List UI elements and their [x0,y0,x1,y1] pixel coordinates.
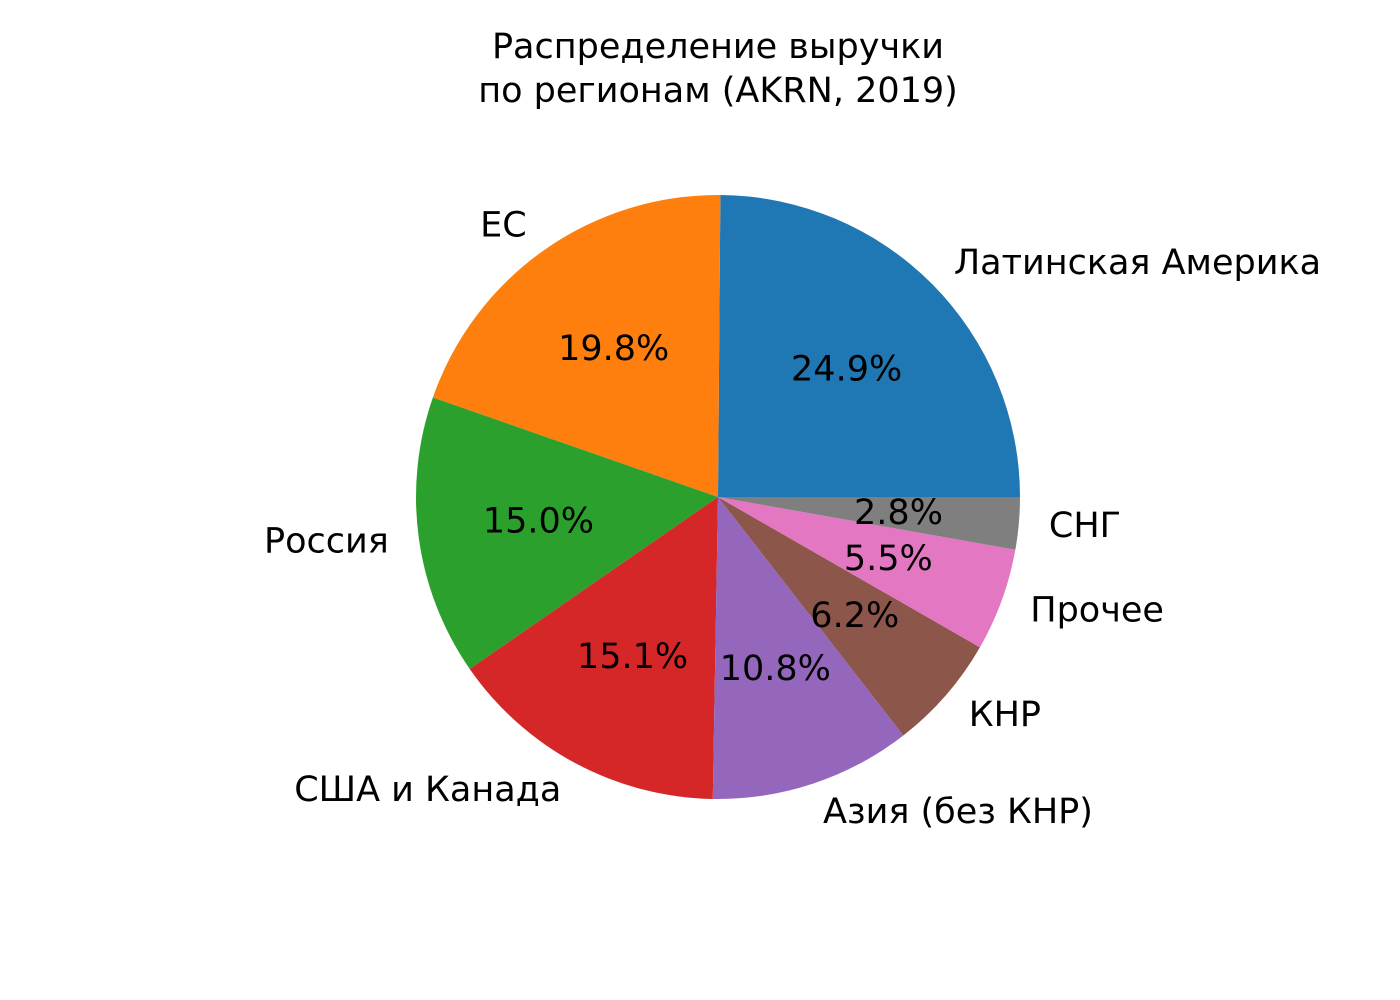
percent-labels: 24.9% 19.8% 15.0% 15.1% 10.8% 6.2% 5.5% 2.8% [483,329,943,689]
slice-label-0: Латинская Америка [954,243,1321,283]
pie-slice-3 [469,497,718,799]
chart-title-line-2: по регионам (AKRN, 2019) [478,71,958,111]
slice-label-4: Азия (без КНР) [823,792,1093,832]
pct-label-4: 10.8% [720,649,831,689]
slice-label-3: США и Канада [294,770,561,810]
pct-label-6: 5.5% [844,539,933,579]
pie-slice-5 [718,497,980,736]
slice-labels: Латинская Америка ЕС Россия США и Канада Ази… [264,205,1321,832]
slice-label-2: Россия [264,522,389,562]
pie-slice-4 [712,497,904,800]
pie-slice-0 [718,195,1020,497]
slice-label-6: Прочее [1030,590,1164,630]
pie-slice-1 [432,195,721,497]
pie-slice-6 [718,497,1016,648]
pie-slice-7 [718,497,1020,550]
slice-label-1: ЕС [480,205,527,245]
pie-slice-2 [416,397,718,669]
slice-label-5: КНР [969,695,1041,735]
chart-title-line-1: Распределение выручки [492,27,944,67]
pct-label-0: 24.9% [791,349,902,389]
pct-label-7: 2.8% [854,493,943,533]
pct-label-5: 6.2% [810,596,899,636]
pie-slices [416,195,1020,800]
pct-label-3: 15.1% [577,637,688,677]
pct-label-2: 15.0% [483,501,594,541]
pct-label-1: 19.8% [558,329,669,369]
slice-label-7: СНГ [1049,506,1121,546]
